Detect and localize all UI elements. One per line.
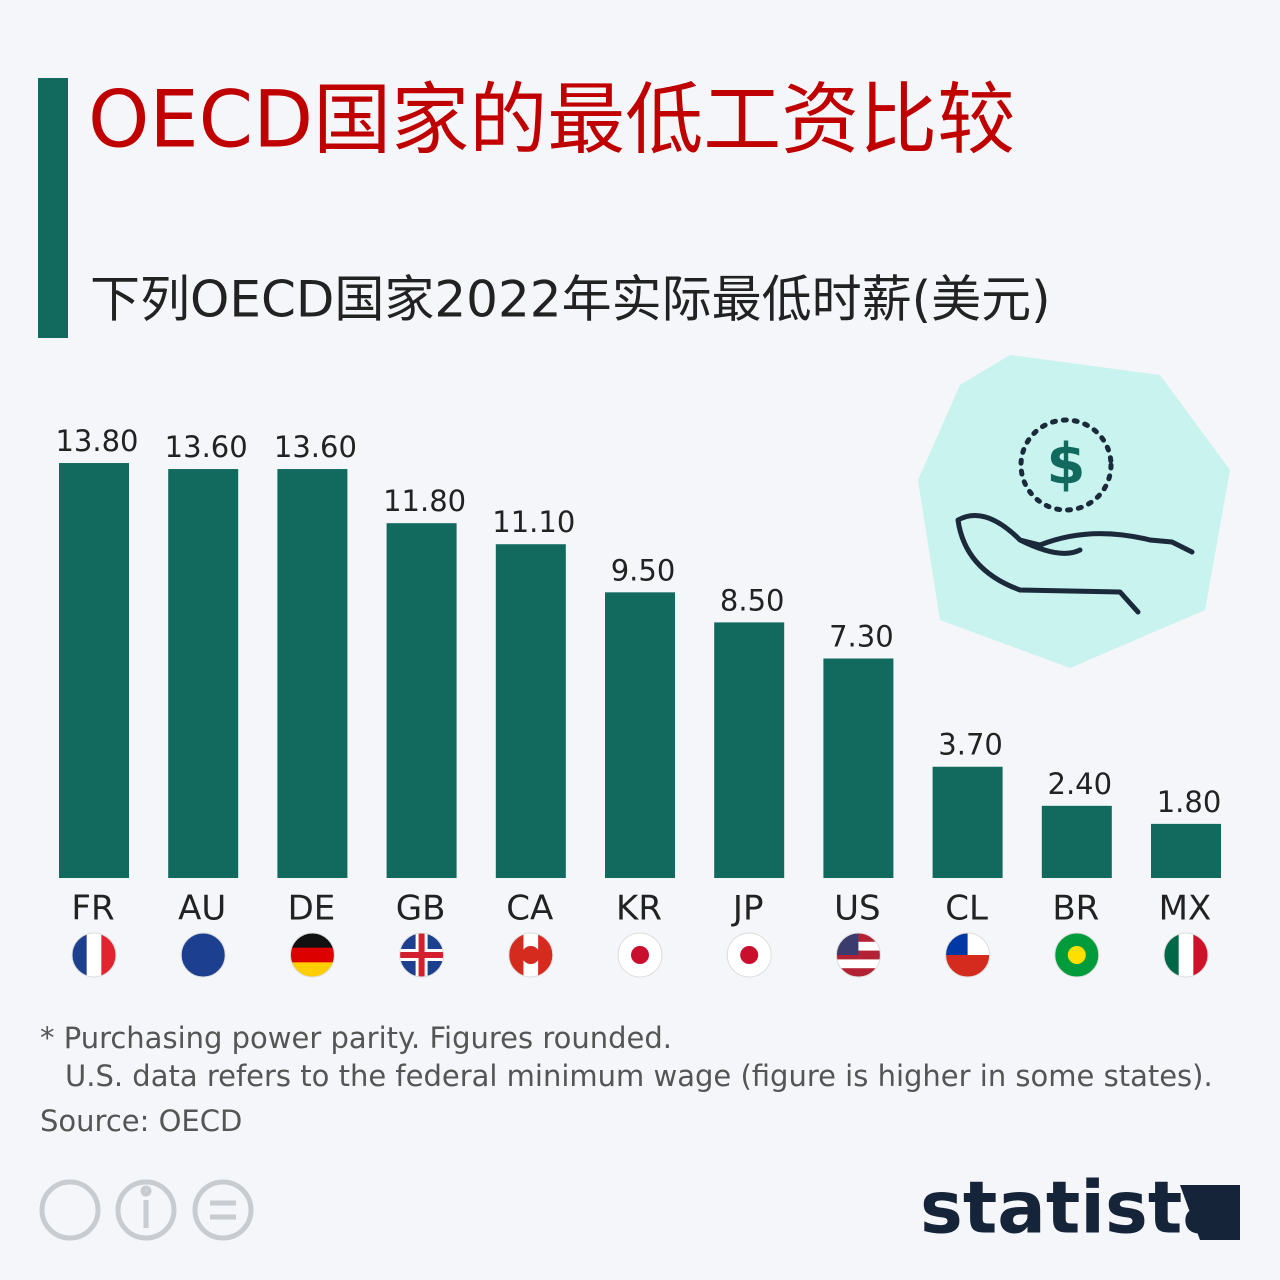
category-label: CA xyxy=(506,889,553,929)
license-icons xyxy=(39,1179,254,1241)
flag-part xyxy=(1178,933,1194,977)
flag-part xyxy=(945,955,990,977)
flag xyxy=(1054,933,1099,977)
flag xyxy=(618,933,662,977)
flag-part xyxy=(86,933,102,977)
flag-part xyxy=(72,933,88,977)
flag-border xyxy=(1054,932,1100,978)
flag-part xyxy=(521,946,540,964)
category-label: CL xyxy=(945,889,988,929)
flag xyxy=(1164,933,1208,977)
bar xyxy=(168,469,239,878)
bar xyxy=(714,622,785,878)
category-label: US xyxy=(834,889,880,929)
flag xyxy=(399,933,444,977)
bar xyxy=(386,523,457,878)
brand-logo: statista xyxy=(920,1166,1231,1250)
value-label: 9.50 xyxy=(611,553,676,587)
bar xyxy=(932,766,1003,878)
value-label: 3.70 xyxy=(938,728,1003,762)
flag-border xyxy=(399,932,445,978)
bar xyxy=(1151,823,1221,878)
flag-part xyxy=(399,952,444,958)
flag-part xyxy=(1193,933,1208,977)
value-label: 1.80 xyxy=(1157,785,1222,819)
category-label: KR xyxy=(616,889,662,929)
flag-part xyxy=(631,946,649,964)
flag-border xyxy=(508,932,554,978)
value-label: 13.60 xyxy=(274,430,357,464)
category-label: AU xyxy=(178,889,226,929)
flag-part xyxy=(101,933,116,977)
flag-part xyxy=(836,950,881,960)
flag-part xyxy=(181,933,226,977)
value-label: 8.50 xyxy=(720,583,785,617)
flag-border xyxy=(289,932,335,978)
footnote: U.S. data refers to the federal minimum … xyxy=(65,1059,1213,1093)
category-label: JP xyxy=(731,889,764,929)
flag xyxy=(508,933,553,977)
category-label: GB xyxy=(396,889,446,929)
value-label: 11.80 xyxy=(383,484,466,518)
flag xyxy=(727,933,772,977)
value-label: 11.10 xyxy=(492,505,575,539)
flag-part xyxy=(836,968,881,977)
value-label: 7.30 xyxy=(829,619,894,653)
flag-border xyxy=(835,932,881,978)
flag-part xyxy=(538,933,553,977)
bar xyxy=(277,469,348,878)
svg-text:$: $ xyxy=(1047,432,1086,497)
bar xyxy=(1041,805,1112,878)
category-label: MX xyxy=(1159,889,1212,929)
category-label: FR xyxy=(71,889,114,929)
flag-border xyxy=(617,932,663,978)
bar xyxy=(823,658,894,878)
bar xyxy=(495,544,566,878)
flag-part xyxy=(1164,933,1180,977)
flag-part xyxy=(290,933,335,949)
bar xyxy=(59,463,129,878)
chart-title: OECD国家的最低工资比较 xyxy=(88,75,1015,165)
flag xyxy=(181,933,226,977)
money-icon: $ xyxy=(918,355,1230,668)
value-label: 2.40 xyxy=(1048,767,1113,801)
category-label: DE xyxy=(288,889,336,929)
chart-subtitle: 下列OECD国家2022年实际最低时薪(美元) xyxy=(90,271,1051,329)
flag xyxy=(290,933,335,977)
flag-border xyxy=(945,932,991,978)
value-label: 13.80 xyxy=(55,424,138,458)
flag-part xyxy=(1067,946,1086,964)
category-label: BR xyxy=(1052,889,1099,929)
flag-part xyxy=(508,933,524,977)
source: Source: OECD xyxy=(40,1104,242,1138)
flag-part xyxy=(836,959,881,969)
flag-border xyxy=(1163,932,1209,978)
bar xyxy=(605,592,675,878)
flag-part xyxy=(290,947,335,963)
flag-part xyxy=(290,962,335,977)
accent-bar xyxy=(38,78,68,338)
value-label: 13.60 xyxy=(165,430,248,464)
flag-border xyxy=(726,932,772,978)
footnote: * Purchasing power parity. Figures round… xyxy=(40,1021,672,1055)
flag-border xyxy=(180,932,226,978)
brand-mark xyxy=(1180,1185,1240,1240)
flag xyxy=(72,933,116,977)
flag-part xyxy=(740,946,759,964)
flag-border xyxy=(71,932,117,978)
